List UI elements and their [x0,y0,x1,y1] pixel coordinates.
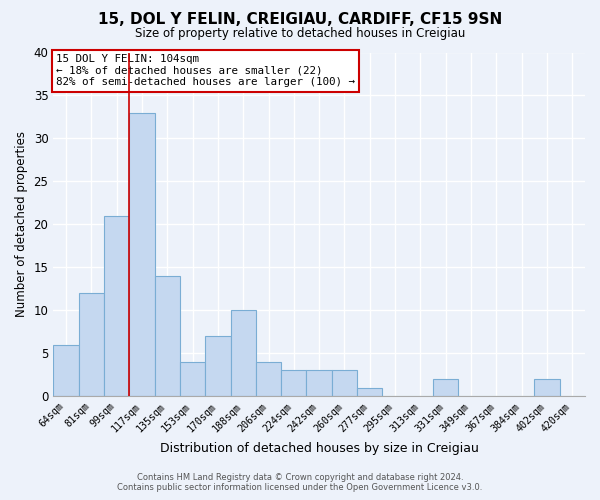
Bar [129,112,155,397]
Bar [281,370,307,396]
Bar [433,379,458,396]
X-axis label: Distribution of detached houses by size in Creigiau: Distribution of detached houses by size … [160,442,479,455]
Bar [205,336,230,396]
Bar [155,276,180,396]
Bar [307,370,332,396]
Bar [104,216,129,396]
Bar [230,310,256,396]
Bar [79,293,104,397]
Bar [357,388,382,396]
Text: 15 DOL Y FELIN: 104sqm
← 18% of detached houses are smaller (22)
82% of semi-det: 15 DOL Y FELIN: 104sqm ← 18% of detached… [56,54,355,88]
Bar [332,370,357,396]
Text: Size of property relative to detached houses in Creigiau: Size of property relative to detached ho… [135,28,465,40]
Bar [180,362,205,396]
Text: 15, DOL Y FELIN, CREIGIAU, CARDIFF, CF15 9SN: 15, DOL Y FELIN, CREIGIAU, CARDIFF, CF15… [98,12,502,28]
Text: Contains HM Land Registry data © Crown copyright and database right 2024.
Contai: Contains HM Land Registry data © Crown c… [118,473,482,492]
Bar [256,362,281,396]
Y-axis label: Number of detached properties: Number of detached properties [15,132,28,318]
Bar [53,344,79,397]
Bar [535,379,560,396]
